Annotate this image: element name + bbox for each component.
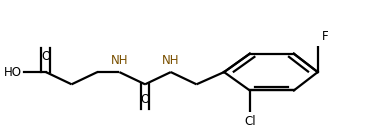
- Text: Cl: Cl: [244, 115, 256, 128]
- Text: NH: NH: [162, 54, 180, 67]
- Text: O: O: [141, 93, 150, 106]
- Text: NH: NH: [111, 54, 128, 67]
- Text: HO: HO: [4, 66, 22, 79]
- Text: F: F: [321, 30, 328, 43]
- Text: O: O: [41, 50, 50, 63]
